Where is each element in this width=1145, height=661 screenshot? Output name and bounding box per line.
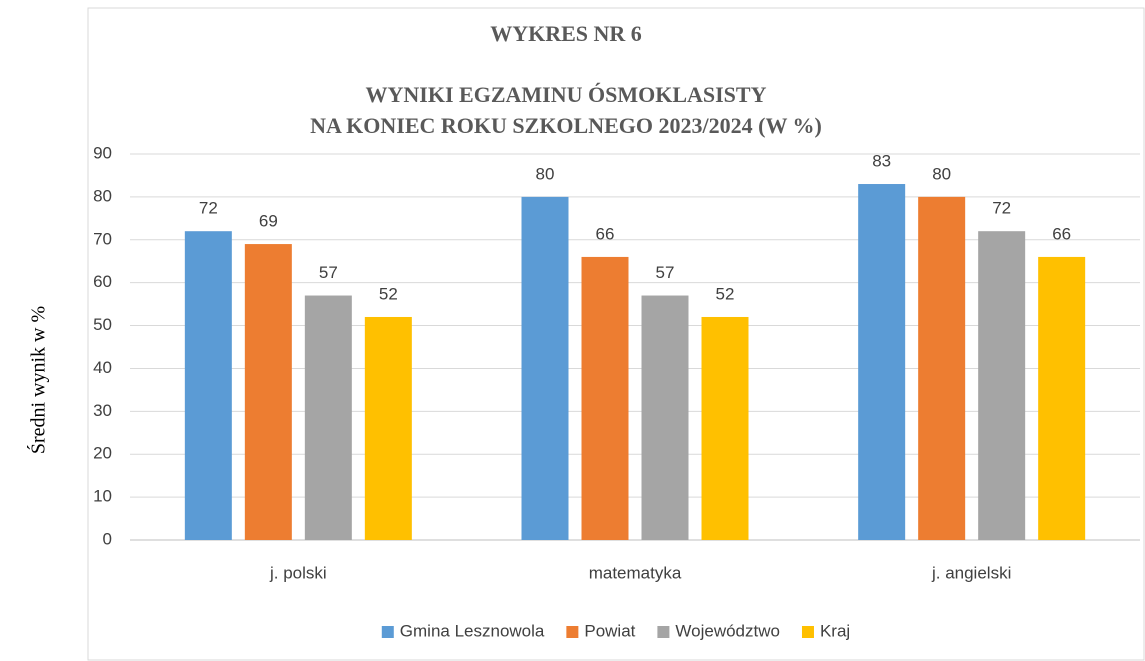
chart-subtitle: NA KONIEC ROKU SZKOLNEGO 2023/2024 (W %) bbox=[310, 113, 822, 138]
y-tick-label: 90 bbox=[93, 143, 112, 162]
x-tick-label: j. angielski bbox=[931, 563, 1011, 582]
bar bbox=[701, 316, 749, 540]
bar bbox=[304, 295, 352, 540]
data-label: 72 bbox=[199, 199, 218, 218]
chart-title: WYKRES NR 6 bbox=[490, 21, 642, 46]
bar bbox=[521, 196, 569, 540]
bar bbox=[978, 231, 1026, 540]
legend-swatch bbox=[381, 626, 394, 638]
data-label: 57 bbox=[319, 263, 338, 282]
data-label: 66 bbox=[1052, 224, 1071, 243]
bar bbox=[581, 256, 629, 540]
legend-label: Gmina Lesznowola bbox=[400, 621, 545, 640]
legend-swatch bbox=[801, 626, 814, 638]
chart-subtitle: WYNIKI EGZAMINU ÓSMOKLASISTY bbox=[366, 82, 767, 107]
data-label: 83 bbox=[872, 152, 891, 171]
bar bbox=[184, 231, 232, 540]
legend-swatch bbox=[657, 626, 670, 638]
y-tick-label: 70 bbox=[93, 229, 112, 248]
data-label: 52 bbox=[379, 284, 398, 303]
y-tick-label: 40 bbox=[93, 358, 112, 377]
data-label: 69 bbox=[259, 212, 278, 231]
legend-label: Powiat bbox=[584, 621, 635, 640]
y-tick-label: 10 bbox=[93, 487, 112, 506]
data-label: 66 bbox=[596, 224, 615, 243]
y-axis-label: Średni wynik w % bbox=[26, 306, 50, 454]
x-tick-label: matematyka bbox=[589, 563, 682, 582]
data-label: 72 bbox=[992, 199, 1011, 218]
data-label: 52 bbox=[716, 284, 735, 303]
y-tick-label: 60 bbox=[93, 272, 112, 291]
legend-label: Województwo bbox=[675, 621, 780, 640]
data-label: 57 bbox=[656, 263, 675, 282]
bar bbox=[244, 244, 292, 541]
data-label: 80 bbox=[932, 164, 951, 183]
bar bbox=[641, 295, 689, 540]
bar bbox=[918, 196, 966, 540]
bar bbox=[858, 184, 906, 540]
bar bbox=[364, 316, 412, 540]
y-tick-label: 80 bbox=[93, 186, 112, 205]
y-tick-label: 50 bbox=[93, 315, 112, 334]
legend-swatch bbox=[566, 626, 579, 638]
legend-label: Kraj bbox=[820, 621, 850, 640]
bar bbox=[1038, 256, 1086, 540]
data-label: 80 bbox=[536, 164, 555, 183]
y-tick-label: 30 bbox=[93, 401, 112, 420]
chart-border bbox=[87, 7, 1145, 661]
x-tick-label: j. polski bbox=[269, 563, 327, 582]
y-tick-label: 0 bbox=[103, 529, 112, 548]
y-tick-label: 20 bbox=[93, 444, 112, 463]
